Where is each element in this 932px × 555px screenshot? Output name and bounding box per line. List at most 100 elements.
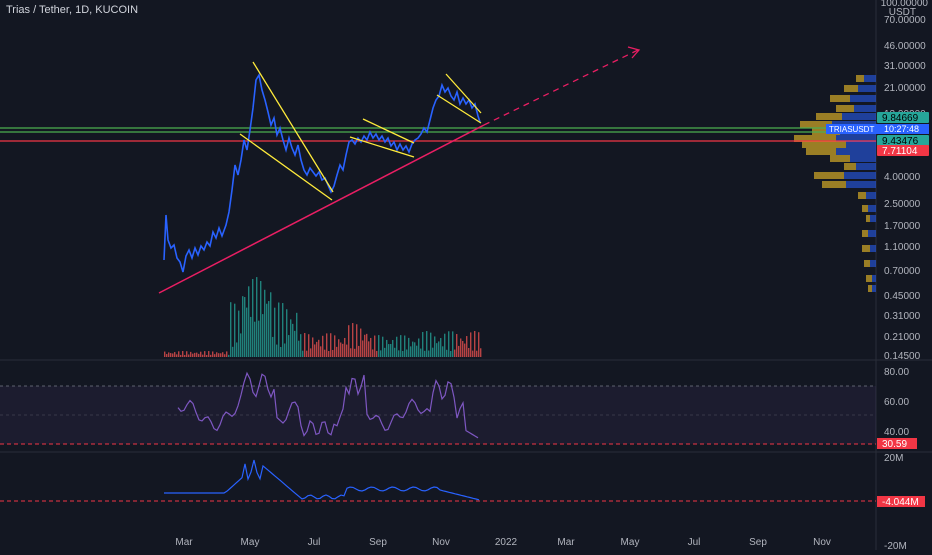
trendline-lower-3[interactable] (436, 94, 482, 124)
price-tick-label: 1.70000 (884, 221, 921, 232)
volume-bar (256, 277, 258, 357)
osc-tick-label: 20M (884, 453, 903, 464)
time-axis-label: May (241, 537, 260, 548)
symbol-badge-bg (826, 124, 877, 134)
volume-bar (360, 328, 362, 357)
volume-bar (292, 323, 294, 357)
price-tick-label: 4.00000 (884, 172, 921, 183)
volume-bar (316, 341, 318, 357)
volume-bar (322, 335, 324, 357)
volume-bar (434, 336, 436, 357)
volume-bar (212, 351, 214, 357)
trendline-lower-1[interactable] (239, 133, 333, 201)
volume-bar (224, 354, 226, 357)
projection-dashed-line[interactable] (483, 49, 639, 126)
volume-bar (446, 349, 448, 357)
volume-bar (398, 350, 400, 357)
symbol-badge-text: TRIASUSDT (829, 125, 874, 134)
time-axis[interactable]: Mar May Jul Sep Nov 2022 Mar May Jul Sep Nov (175, 537, 831, 548)
volume-bar (408, 337, 410, 357)
volume-bar (248, 286, 250, 357)
volume-bar (402, 350, 404, 357)
volume-bar (228, 354, 230, 357)
volume-bar (340, 342, 342, 357)
volume-profile-bar-up (830, 95, 850, 102)
time-axis-label: 2022 (495, 537, 518, 548)
volume-bar (276, 344, 278, 357)
volume-bar (354, 348, 356, 357)
volume-bar (468, 348, 470, 357)
price-badge[interactable]: 9.43476 (877, 135, 929, 147)
volume-profile-bar-up (866, 275, 872, 282)
trendline-upper-2[interactable] (362, 118, 415, 144)
volume-bar (318, 339, 320, 357)
osc-badge-bg (877, 496, 925, 507)
trendline-lower-2[interactable] (349, 136, 415, 158)
oscillator-axis[interactable]: 20M -20M -4.044M (877, 453, 925, 552)
ascending-support-line[interactable] (158, 124, 485, 294)
price-badge[interactable]: 9.84669 (877, 112, 929, 124)
volume-bar (320, 346, 322, 357)
volume-bar (332, 349, 334, 357)
volume-profile-bar-up (800, 121, 832, 128)
osc-value-badge[interactable]: -4.044M (877, 496, 925, 508)
volume-bar (306, 350, 308, 357)
trendline-upper-3[interactable] (445, 73, 482, 114)
volume-bar (480, 348, 482, 357)
wedge-trendlines[interactable] (239, 61, 482, 201)
price-tick-label: 70.00000 (884, 15, 926, 26)
volume-bar (356, 324, 358, 357)
volume-bar (216, 352, 218, 357)
volume-profile-bar-up (844, 163, 856, 170)
volume-bar (396, 336, 398, 357)
volume-bar (454, 349, 456, 357)
volume-bar (428, 350, 430, 357)
volume-bar (300, 334, 302, 357)
volume-bar (366, 333, 368, 357)
rsi-line (177, 371, 479, 439)
volume-bar (242, 296, 244, 357)
volume-bar (474, 331, 476, 357)
volume-bar (422, 332, 424, 357)
currency-top-label: 100.00000 (881, 0, 929, 9)
time-axis-label: Nov (432, 537, 450, 548)
volume-bar (416, 345, 418, 357)
price-badge[interactable]: 7.71104 (877, 145, 929, 157)
volume-bar (464, 343, 466, 357)
volume-bar (192, 353, 194, 357)
volume-profile-bar-up (868, 285, 872, 292)
time-axis-label: Mar (557, 537, 575, 548)
price-badge-bg (877, 112, 929, 123)
volume-bar (294, 330, 296, 357)
volume-bar (370, 337, 372, 357)
volume-bar (246, 307, 248, 357)
rsi-badge-text: 30.59 (882, 439, 907, 450)
volume-bar (284, 343, 286, 357)
volume-bar (244, 297, 246, 357)
volume-bar (208, 351, 210, 357)
volume-bar (274, 307, 276, 357)
volume-bar (310, 348, 312, 357)
volume-bar (462, 340, 464, 357)
time-axis-label: Sep (749, 537, 767, 548)
volume-bar (226, 351, 228, 357)
volume-profile-bar-down (870, 245, 876, 252)
symbol-badge[interactable]: TRIASUSDT 10:27:48 (826, 124, 929, 134)
volume-profile-bar-down (866, 192, 876, 199)
time-axis-label: May (621, 537, 640, 548)
volume-bar (286, 309, 288, 357)
volume-bar (460, 338, 462, 357)
rsi-value-badge[interactable]: 30.59 (877, 438, 917, 450)
volume-bar (372, 349, 374, 357)
volume-bar (298, 340, 300, 357)
trendline-upper-1[interactable] (252, 61, 334, 193)
volume-profile-bar-up (862, 245, 870, 252)
price-badge-text: 9.84669 (882, 113, 919, 124)
volume-bar (438, 341, 440, 357)
volume-bar (380, 350, 382, 357)
volume-bar (478, 332, 480, 357)
